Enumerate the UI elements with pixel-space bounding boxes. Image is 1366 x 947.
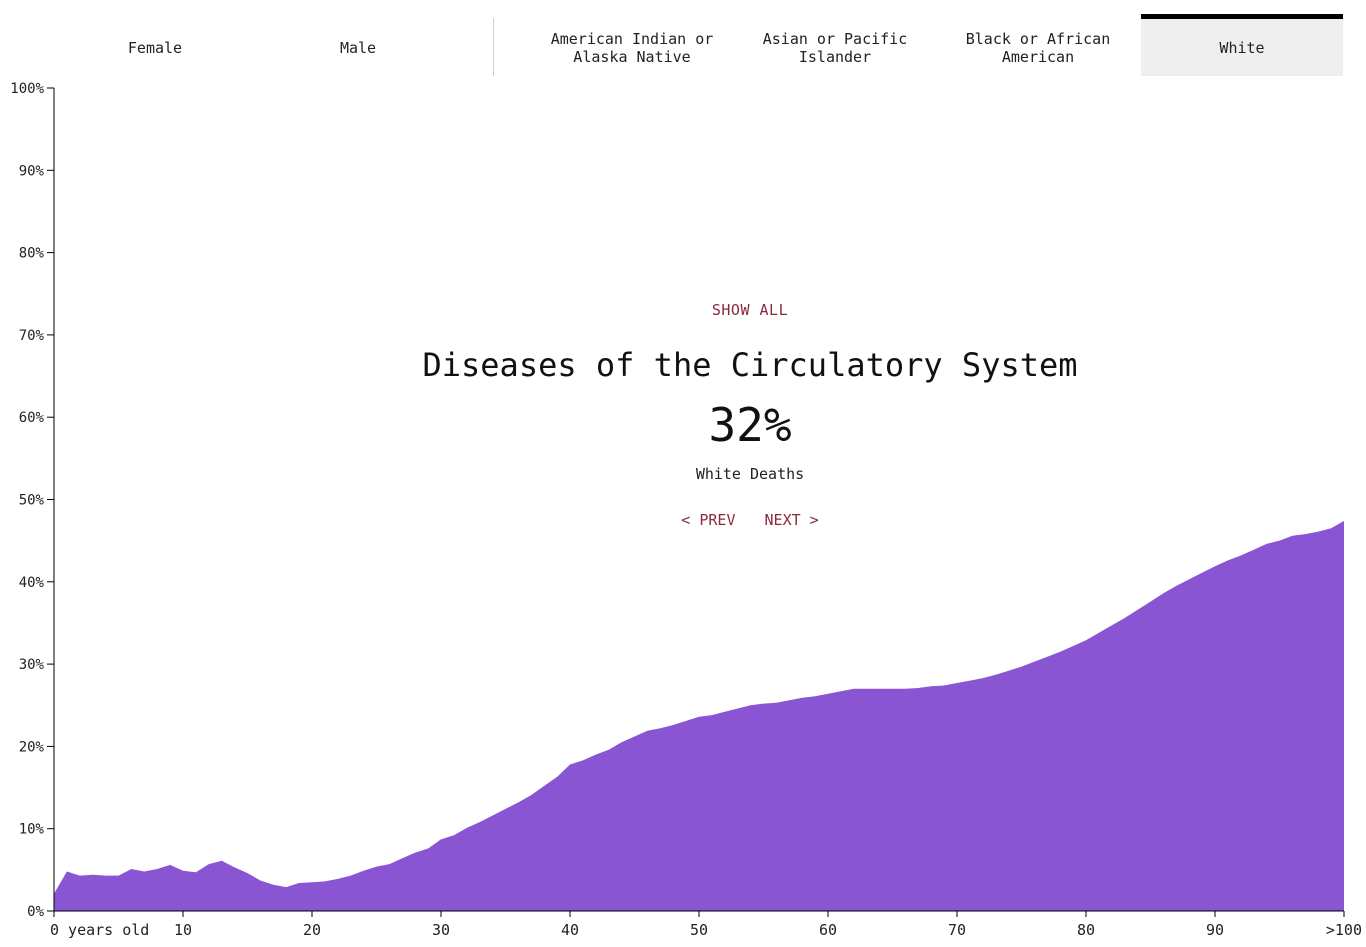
y-tick-label: 70% bbox=[19, 328, 45, 344]
y-tick-label: 60% bbox=[19, 410, 45, 426]
tab-male[interactable]: Male bbox=[258, 14, 458, 76]
y-axis: 0% 10% 20% 30% 40% 50% 60% 70% 80% 90% 100% bbox=[10, 81, 55, 920]
tab-label: American Indian or Alaska Native bbox=[550, 29, 714, 66]
area-series bbox=[54, 520, 1344, 911]
tab-label: Asian or Pacific Islander bbox=[762, 29, 908, 66]
x-tick-label: 0 years old bbox=[50, 921, 149, 939]
tab-black-or-african-american[interactable]: Black or African American bbox=[938, 14, 1138, 76]
y-tick-label: 0% bbox=[27, 904, 44, 920]
x-tick-label: 40 bbox=[561, 921, 579, 939]
y-tick-label: 30% bbox=[19, 657, 45, 673]
y-tick-label: 50% bbox=[19, 493, 45, 509]
cause-navigation: < PREV NEXT > bbox=[350, 511, 1150, 529]
y-tick-label: 20% bbox=[19, 739, 45, 755]
tab-label: White bbox=[1219, 38, 1265, 57]
x-tick-label: >100 bbox=[1326, 921, 1362, 939]
cause-overlay: SHOW ALL Diseases of the Circulatory Sys… bbox=[350, 300, 1150, 529]
tab-white[interactable]: White bbox=[1141, 14, 1343, 76]
x-tick-label: 30 bbox=[432, 921, 450, 939]
x-tick-label: 70 bbox=[948, 921, 966, 939]
x-tick-label: 60 bbox=[819, 921, 837, 939]
tab-label: Male bbox=[339, 38, 377, 57]
x-tick-label: 20 bbox=[303, 921, 321, 939]
filter-tabs: Female Male American Indian or Alaska Na… bbox=[0, 0, 1366, 80]
show-all-button[interactable]: SHOW ALL bbox=[711, 301, 789, 319]
plot-area bbox=[54, 520, 1344, 911]
x-tick-label: 80 bbox=[1077, 921, 1095, 939]
tab-label: Black or African American bbox=[965, 29, 1111, 66]
cause-percent: 32% bbox=[708, 398, 792, 452]
y-tick-label: 80% bbox=[19, 246, 45, 262]
x-axis: 0 years old 10 20 30 40 50 60 70 80 90 >100 bbox=[50, 910, 1362, 939]
prev-button[interactable]: < PREV bbox=[681, 511, 736, 529]
tab-american-indian-or-alaska-native[interactable]: American Indian or Alaska Native bbox=[532, 14, 732, 76]
x-tick-label: 90 bbox=[1206, 921, 1224, 939]
next-button[interactable]: NEXT > bbox=[764, 511, 819, 529]
tab-label: Female bbox=[127, 38, 183, 57]
tab-female[interactable]: Female bbox=[55, 14, 255, 76]
tab-asian-or-pacific-islander[interactable]: Asian or Pacific Islander bbox=[735, 14, 935, 76]
x-tick-label: 50 bbox=[690, 921, 708, 939]
y-tick-label: 90% bbox=[19, 163, 45, 179]
y-tick-label: 40% bbox=[19, 575, 45, 591]
tab-group-divider bbox=[493, 18, 494, 76]
y-tick-label: 100% bbox=[10, 81, 44, 97]
cause-title: Diseases of the Circulatory System bbox=[422, 346, 1078, 384]
cause-subtitle: White Deaths bbox=[695, 465, 805, 483]
y-tick-label: 10% bbox=[19, 822, 45, 838]
x-tick-label: 10 bbox=[174, 921, 192, 939]
